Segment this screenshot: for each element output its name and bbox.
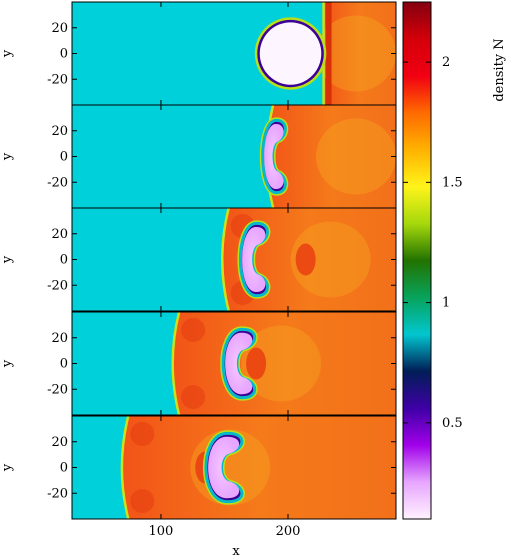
y-tick-label: 20 [51,435,68,450]
panel-2: 20 0 -20 y [0,104,397,209]
y-axis-title: y [0,152,15,161]
wake-feature [290,221,371,298]
y-tick-label: 20 [51,21,68,36]
cloud [208,436,240,499]
y-axis-title: y [0,255,15,264]
shocked-region [323,2,396,105]
shocked-region [266,105,396,208]
wake-feature [316,15,396,92]
colorbar-tick-label: 1 [442,296,450,311]
y-tick-label: 0 [60,47,68,62]
y-tick-label: 20 [51,227,68,242]
shock-front [171,312,181,415]
colorbar-tick-label: 2 [442,55,450,70]
shocked-region [121,416,396,519]
panel-1: 20 0 -20 y [0,1,397,106]
y-tick-label: 0 [60,253,68,268]
y-tick-label: 0 [60,357,68,372]
y-tick-label: 20 [51,331,68,346]
y-tick-label: -20 [47,175,68,190]
y-tick-label: -20 [47,486,68,501]
colorbar-frame [402,1,432,520]
y-tick-label: -20 [47,382,68,397]
dense-knot [181,318,206,342]
cloud [242,226,266,293]
y-axis-title: y [0,359,15,368]
y-axis-title: y [0,49,15,58]
cloud [225,332,253,395]
cloud [259,22,322,85]
x-tick-label: 100 [149,524,174,539]
shock-front [120,416,130,519]
dense-knot [130,422,155,446]
y-tick-label: 20 [51,124,68,139]
colorbar-title: density N [492,38,507,101]
y-tick-label: -20 [47,72,68,87]
colorbar: 2 1.5 1 0.5 [402,1,463,520]
shock-front [221,208,230,311]
y-tick-label: 0 [60,150,68,165]
y-axis-title: y [0,463,15,472]
cloud [264,123,284,190]
x-axis-title: x [232,544,240,559]
dense-knot [295,243,316,276]
y-tick-label: -20 [47,278,68,293]
colorbar-tick-label: 0.5 [442,416,463,431]
colorbar-gradient [403,2,431,519]
panel-4: 20 0 -20 y [0,311,397,416]
dense-knot [130,489,155,513]
wake-feature [316,118,396,195]
y-tick-label: 0 [60,461,68,476]
wake-feature [241,325,322,402]
dense-knot [246,347,267,380]
dense-knot [181,385,206,409]
colorbar-tick-label: 1.5 [442,175,463,190]
dense-band [325,2,332,105]
x-tick-label: 200 [276,524,301,539]
panel-3: 20 0 -20 y [0,207,397,312]
